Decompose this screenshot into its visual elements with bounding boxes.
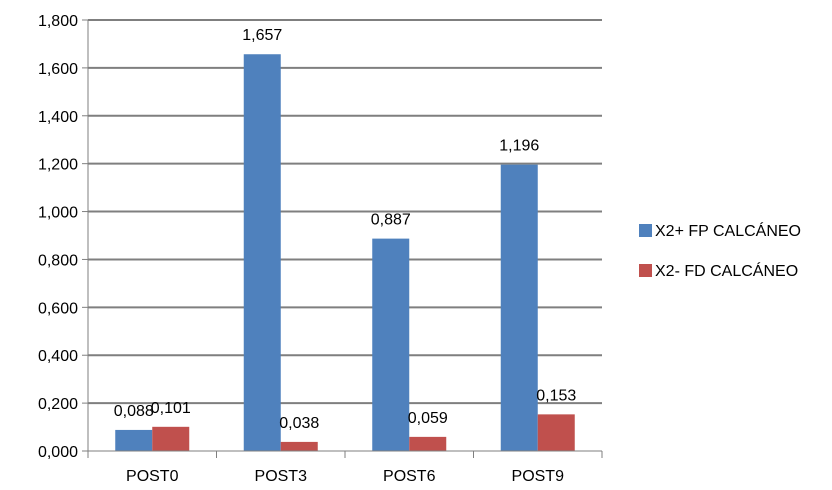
grid-layer (88, 19, 602, 405)
bar-x2-plus-post0 (115, 429, 153, 451)
bar-x2-minus-post0 (152, 426, 190, 451)
data-label: 0,038 (279, 415, 319, 432)
legend-swatch (639, 264, 652, 277)
data-label: 1,657 (242, 27, 282, 44)
x-tick-label: POST0 (126, 468, 179, 485)
data-label: 0,059 (408, 410, 448, 427)
y-tick-label: 0,000 (38, 444, 78, 461)
bar-x2-minus-post3 (280, 441, 318, 451)
data-label: 0,887 (371, 212, 411, 229)
y-tick-label: 1,000 (38, 205, 78, 222)
x-tick-label: POST9 (512, 468, 565, 485)
y-tick-label: 0,800 (38, 252, 78, 269)
data-label: 0,153 (536, 387, 576, 404)
x-tick-label: POST3 (255, 468, 308, 485)
bar-x2-plus-post3 (243, 54, 281, 452)
legend-label: X2+ FP CALCÁNEO (655, 221, 801, 240)
y-tick-label: 0,200 (38, 396, 78, 413)
bar-layer (115, 54, 575, 452)
bar-x2-plus-post6 (372, 238, 410, 451)
axis-layer (82, 19, 603, 458)
y-tick-label: 1,800 (38, 13, 78, 30)
label-layer: 0,000 0,200 0,400 0,600 0,800 1,000 1,200 1,400… (38, 13, 576, 485)
data-label: 0,101 (151, 400, 191, 417)
y-tick-label: 1,600 (38, 61, 78, 78)
y-tick-label: 0,600 (38, 300, 78, 317)
bar-x2-minus-post9 (537, 414, 575, 451)
x-tick-label: POST6 (383, 468, 436, 485)
legend-label: X2- FD CALCÁNEO (655, 261, 798, 280)
data-label: 0,088 (114, 403, 154, 420)
data-label: 1,196 (499, 138, 539, 155)
bar-x2-minus-post6 (409, 436, 447, 451)
legend-swatch (639, 224, 652, 237)
y-tick-label: 1,400 (38, 109, 78, 126)
y-tick-label: 0,400 (38, 348, 78, 365)
y-tick-label: 1,200 (38, 157, 78, 174)
legend: X2+ FP CALCÁNEO X2- FD CALCÁNEO (639, 221, 801, 280)
bar-x2-plus-post9 (500, 164, 538, 451)
